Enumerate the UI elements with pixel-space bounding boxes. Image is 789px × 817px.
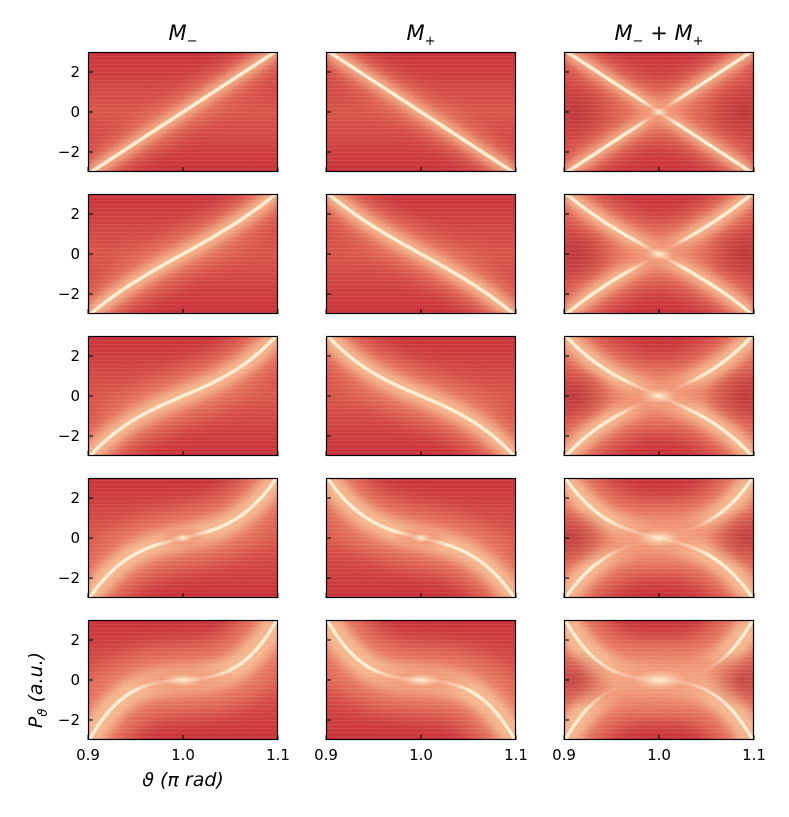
stripe-texture — [326, 478, 516, 598]
stripe-texture — [564, 194, 754, 314]
heatmap-panel-r2-c2 — [326, 194, 516, 314]
x-tick-label: 1.1 — [504, 746, 528, 764]
y-tick-label: −2 — [58, 427, 80, 445]
stripe-texture — [564, 336, 754, 456]
y-axis-label: Pϑ (a.u.) — [25, 652, 51, 728]
y-tick-label: 0 — [70, 529, 80, 547]
heatmap-panel-r1-c1 — [88, 52, 278, 172]
heatmap-panel-r2-c3 — [564, 194, 754, 314]
stripe-texture — [326, 336, 516, 456]
x-tick-label: 0.9 — [76, 746, 100, 764]
heatmap-panel-r3-c3 — [564, 336, 754, 456]
heatmap-panel-r3-c2 — [326, 336, 516, 456]
x-tick-label: 1.1 — [266, 746, 290, 764]
heatmap-panel-r5-c2 — [326, 620, 516, 740]
y-tick-label: 0 — [70, 245, 80, 263]
column-title-m-minus: M− — [168, 21, 197, 49]
heatmap-panel-r1-c2 — [326, 52, 516, 172]
heatmap-panel-r3-c1 — [88, 336, 278, 456]
stripe-texture — [564, 52, 754, 172]
y-tick-label: 2 — [70, 63, 80, 81]
y-tick-label: 2 — [70, 489, 80, 507]
heatmap-panel-r1-c3 — [564, 52, 754, 172]
stripe-texture — [88, 194, 278, 314]
y-tick-label: 2 — [70, 631, 80, 649]
panel-grid — [87, 51, 755, 741]
stripe-texture — [88, 52, 278, 172]
stripe-texture — [564, 478, 754, 598]
y-tick-label: 0 — [70, 387, 80, 405]
stripe-texture — [88, 478, 278, 598]
x-tick-label: 0.9 — [314, 746, 338, 764]
stripe-texture — [326, 194, 516, 314]
x-tick-label: 1.0 — [171, 746, 195, 764]
x-tick-label: 1.1 — [742, 746, 766, 764]
heatmap-panel-r2-c1 — [88, 194, 278, 314]
y-tick-label: −2 — [58, 285, 80, 303]
column-title-m-plus: M+ — [406, 21, 435, 49]
y-tick-label: 0 — [70, 671, 80, 689]
x-tick-label: 1.0 — [409, 746, 433, 764]
stripe-texture — [326, 620, 516, 740]
x-tick-label: 1.0 — [647, 746, 671, 764]
y-tick-label: −2 — [58, 711, 80, 729]
x-axis-label: ϑ (π rad) — [142, 769, 224, 791]
column-title-m-sum: M− + M+ — [614, 21, 703, 49]
stripe-texture — [326, 52, 516, 172]
heatmap-panel-r4-c1 — [88, 478, 278, 598]
heatmap-panel-r5-c3 — [564, 620, 754, 740]
heatmap-panel-r4-c3 — [564, 478, 754, 598]
y-tick-label: −2 — [58, 569, 80, 587]
stripe-texture — [564, 620, 754, 740]
y-tick-label: 2 — [70, 347, 80, 365]
stripe-texture — [88, 620, 278, 740]
heatmap-panel-r5-c1 — [88, 620, 278, 740]
tick-layer: −2 0 2 −2 0 2 −2 0 2 −2 0 2 −2 0 2 0.9 1.0 1.1 0.9 1.0 1.1 0.… — [58, 63, 766, 764]
stripe-texture — [88, 336, 278, 456]
heatmap-panel-r4-c2 — [326, 478, 516, 598]
y-tick-label: 2 — [70, 205, 80, 223]
y-tick-label: −2 — [58, 143, 80, 161]
y-tick-label: 0 — [70, 103, 80, 121]
x-tick-label: 0.9 — [552, 746, 576, 764]
